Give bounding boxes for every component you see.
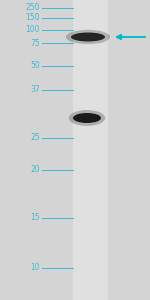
Ellipse shape [71, 32, 105, 41]
Text: 250: 250 [26, 4, 40, 13]
Text: 150: 150 [26, 14, 40, 22]
Text: 20: 20 [30, 166, 40, 175]
Text: 37: 37 [30, 85, 40, 94]
Text: 50: 50 [30, 61, 40, 70]
Ellipse shape [73, 113, 101, 123]
Text: 100: 100 [26, 26, 40, 34]
Bar [73, 0, 108, 300]
Text: 10: 10 [30, 263, 40, 272]
Text: 25: 25 [30, 134, 40, 142]
Ellipse shape [66, 30, 110, 44]
Text: 75: 75 [30, 38, 40, 47]
Ellipse shape [69, 110, 105, 126]
Text: 15: 15 [30, 214, 40, 223]
